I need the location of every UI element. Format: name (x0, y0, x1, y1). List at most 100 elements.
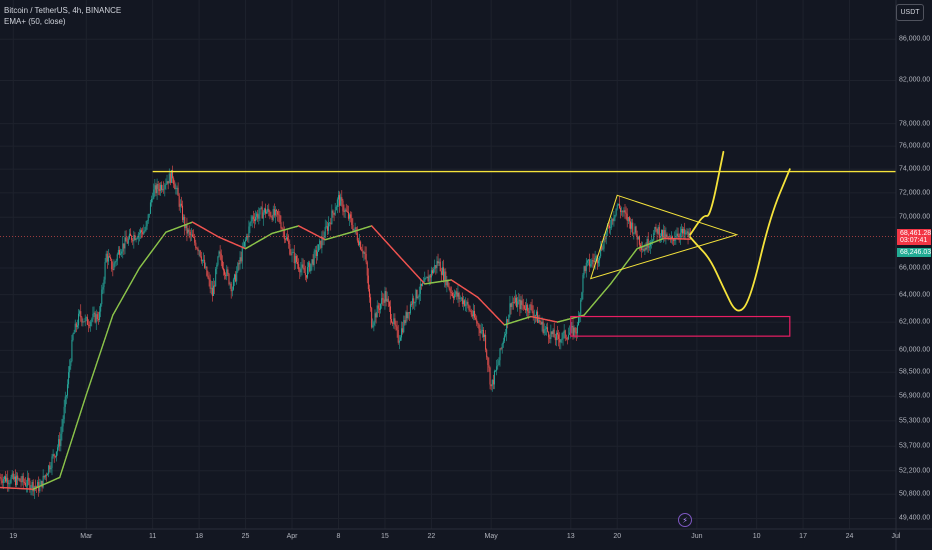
candle-body[interactable] (186, 224, 188, 234)
candle-body[interactable] (489, 367, 491, 385)
candle-body[interactable] (357, 240, 359, 246)
candle-body[interactable] (502, 341, 504, 344)
tradingview-lightning-icon[interactable]: ⚡ (678, 513, 692, 527)
candle-body[interactable] (298, 264, 300, 270)
candle-body[interactable] (458, 292, 460, 300)
candle-body[interactable] (311, 259, 313, 264)
candle-body[interactable] (438, 261, 440, 264)
candle-body[interactable] (407, 312, 409, 319)
candle-body[interactable] (519, 299, 521, 310)
candle-body[interactable] (250, 221, 252, 223)
candle-body[interactable] (403, 320, 405, 333)
candle-body[interactable] (248, 226, 250, 238)
candle-body[interactable] (43, 475, 45, 478)
candle-body[interactable] (589, 259, 591, 267)
candle-body[interactable] (665, 234, 667, 239)
candle-body[interactable] (531, 305, 533, 312)
candle-body[interactable] (301, 264, 303, 269)
candle-body[interactable] (262, 212, 264, 219)
candle-body[interactable] (530, 304, 532, 306)
candle-body[interactable] (616, 204, 618, 209)
candle-body[interactable] (115, 260, 117, 263)
candle-body[interactable] (274, 209, 276, 216)
candle-body[interactable] (558, 334, 560, 339)
candle-body[interactable] (667, 236, 669, 239)
candle-body[interactable] (354, 227, 356, 229)
candle-body[interactable] (147, 214, 149, 221)
candle-body[interactable] (475, 317, 477, 320)
candle-body[interactable] (378, 308, 380, 310)
candle-body[interactable] (584, 266, 586, 272)
candle-body[interactable] (131, 235, 133, 241)
candle-body[interactable] (368, 288, 370, 298)
candle-body[interactable] (280, 222, 282, 229)
candle-body[interactable] (600, 246, 602, 257)
candle-body[interactable] (435, 265, 437, 269)
candle-body[interactable] (340, 197, 342, 206)
candle-body[interactable] (63, 406, 65, 420)
candle-body[interactable] (614, 215, 616, 218)
candle-body[interactable] (278, 214, 280, 216)
candle-body[interactable] (62, 419, 64, 427)
candle-body[interactable] (162, 188, 164, 190)
candle-body[interactable] (146, 220, 148, 227)
candle-body[interactable] (133, 235, 135, 242)
candle-body[interactable] (313, 251, 315, 265)
candle-body[interactable] (270, 216, 272, 217)
candle-body[interactable] (572, 325, 574, 336)
candle-body[interactable] (161, 184, 163, 190)
candle-body[interactable] (272, 209, 274, 220)
candle-body[interactable] (231, 289, 233, 292)
candle-body[interactable] (336, 199, 338, 207)
candle-body[interactable] (522, 304, 524, 306)
candle-body[interactable] (490, 384, 492, 387)
candle-body[interactable] (443, 267, 445, 281)
candle-body[interactable] (183, 216, 185, 220)
candle-body[interactable] (174, 184, 176, 190)
candle-body[interactable] (653, 233, 655, 241)
candle-body[interactable] (676, 233, 678, 238)
candle-body[interactable] (148, 213, 150, 215)
currency-button[interactable]: USDT (896, 4, 924, 21)
candle-body[interactable] (185, 224, 187, 229)
candle-body[interactable] (485, 334, 487, 350)
candle-body[interactable] (200, 256, 202, 262)
candle-body[interactable] (549, 337, 551, 339)
candle-body[interactable] (214, 285, 216, 287)
candle-body[interactable] (409, 304, 411, 314)
candle-body[interactable] (198, 250, 200, 252)
candle-body[interactable] (139, 230, 141, 234)
candle-body[interactable] (268, 208, 270, 213)
candle-body[interactable] (576, 325, 578, 334)
candle-body[interactable] (553, 329, 555, 338)
candle-body[interactable] (292, 252, 294, 253)
candle-body[interactable] (683, 228, 685, 234)
candle-body[interactable] (279, 215, 281, 223)
candle-body[interactable] (645, 247, 647, 250)
candle-body[interactable] (506, 319, 508, 334)
candle-body[interactable] (540, 322, 542, 325)
candle-body[interactable] (636, 234, 638, 240)
candle-body[interactable] (31, 482, 33, 488)
candle-body[interactable] (281, 228, 283, 229)
candle-body[interactable] (53, 454, 55, 456)
candle-body[interactable] (383, 299, 385, 303)
candle-body[interactable] (34, 486, 36, 487)
candle-body[interactable] (477, 323, 479, 325)
candle-body[interactable] (50, 467, 52, 470)
candle-body[interactable] (498, 360, 500, 366)
candle-body[interactable] (571, 325, 573, 328)
candle-body[interactable] (18, 478, 20, 480)
candle-body[interactable] (102, 287, 104, 290)
candle-body[interactable] (112, 268, 114, 270)
candle-body[interactable] (64, 396, 66, 407)
candle-body[interactable] (615, 208, 617, 216)
candle-body[interactable] (455, 291, 457, 295)
candle-body[interactable] (68, 372, 70, 385)
candle-body[interactable] (351, 218, 353, 226)
candle-body[interactable] (590, 264, 592, 267)
candle-body[interactable] (165, 184, 167, 185)
candle-body[interactable] (23, 481, 25, 483)
candle-body[interactable] (651, 241, 653, 243)
candle-body[interactable] (491, 379, 493, 387)
